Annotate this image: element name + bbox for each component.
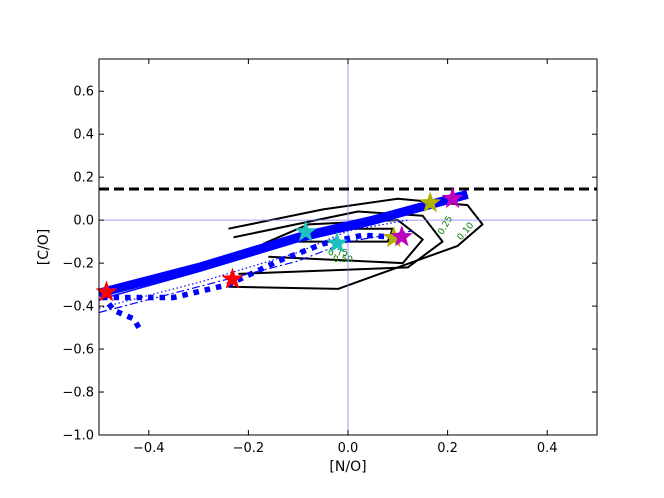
y-tick-label: −1.0 [62, 429, 94, 444]
x-tick-label: 0.0 [338, 441, 359, 456]
contour-line-0.10 [228, 197, 484, 290]
star-marker [390, 225, 413, 247]
contour-label: 0.50 [333, 255, 353, 265]
y-tick-label: 0.0 [73, 214, 94, 229]
series-line-dashdot [99, 230, 413, 314]
contour-label: 0.25 [437, 214, 456, 236]
series-line-thick-solid [99, 190, 469, 298]
star-marker [325, 231, 349, 253]
series-line-solid [99, 202, 448, 301]
x-axis-label: [N/O] [329, 459, 366, 475]
contour-line-0.25 [233, 210, 444, 275]
contour-label: 0.75 [328, 249, 348, 259]
y-tick-label: −0.4 [62, 300, 94, 315]
contour-line-0.50 [262, 219, 424, 265]
star-marker [441, 186, 464, 209]
y-tick-label: −0.6 [62, 343, 94, 358]
star-marker [221, 267, 244, 289]
marker-layer [95, 186, 464, 302]
star-marker [418, 191, 442, 213]
star-marker [294, 220, 317, 242]
x-tick-label: 0.4 [537, 441, 558, 456]
y-tick-label: 0.6 [73, 85, 94, 100]
y-axis-label: [C/O] [36, 229, 52, 265]
y-tick-label: −0.8 [62, 386, 94, 401]
x-tick-label: 0.2 [437, 441, 458, 456]
y-tick-label: −0.2 [62, 257, 94, 272]
x-tick-label: −0.2 [233, 441, 265, 456]
x-tick-label: −0.4 [133, 441, 165, 456]
axes-layer: −0.4 −0.2 0.0 0.2 0.4 −1.0 −0.8 −0.6 −0.4 −0.2 0.0… [62, 59, 597, 456]
series-line-dotted [99, 219, 408, 309]
y-tick-label: 0.4 [73, 128, 94, 143]
y-tick-label: 0.2 [73, 171, 94, 186]
reference-lines [99, 59, 597, 435]
